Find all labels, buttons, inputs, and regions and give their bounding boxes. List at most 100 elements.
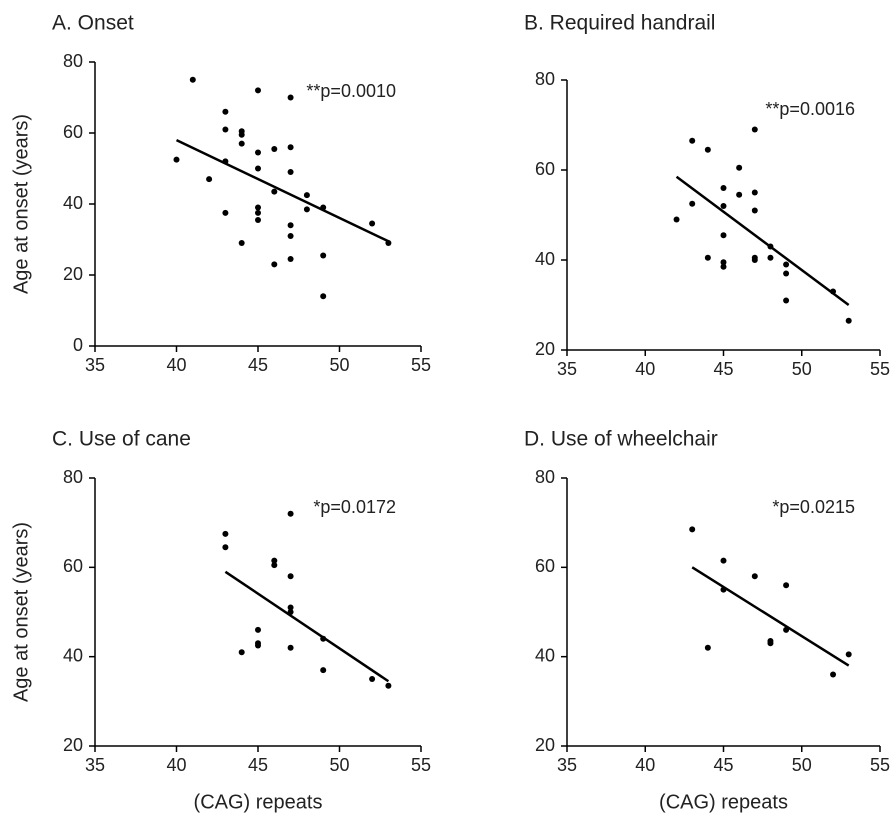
point xyxy=(369,676,376,682)
fit-line xyxy=(691,566,850,667)
x-tick-label: 35 xyxy=(557,755,577,775)
point xyxy=(287,222,294,229)
point xyxy=(845,651,852,658)
point xyxy=(287,510,294,517)
x-tick-label: 45 xyxy=(248,355,268,375)
x-tick-label: 35 xyxy=(85,355,105,375)
y-tick-label: 60 xyxy=(535,556,555,576)
point xyxy=(751,207,758,214)
point xyxy=(255,216,261,223)
point xyxy=(287,256,294,263)
point xyxy=(255,87,261,94)
x-tick-label: 50 xyxy=(329,755,349,775)
x-axis-label: (CAG) repeats xyxy=(659,791,788,813)
point xyxy=(369,220,376,227)
y-tick-label: 60 xyxy=(63,122,83,142)
point xyxy=(189,76,196,83)
point xyxy=(287,573,294,580)
point xyxy=(751,257,758,263)
y-tick-label: 80 xyxy=(63,51,83,71)
point xyxy=(287,94,294,101)
point xyxy=(255,204,261,211)
point xyxy=(783,270,790,277)
x-tick-label: 40 xyxy=(166,355,186,375)
x-tick-label: 50 xyxy=(792,359,812,379)
point xyxy=(385,240,392,247)
x-tick-label: 35 xyxy=(557,359,577,379)
point xyxy=(783,297,790,304)
x-tick-label: 35 xyxy=(85,755,105,775)
point xyxy=(704,146,711,153)
point xyxy=(704,644,711,651)
point xyxy=(206,176,213,183)
point xyxy=(783,261,790,268)
point xyxy=(720,259,727,266)
x-tick-label: 55 xyxy=(411,355,431,375)
point xyxy=(320,667,327,674)
point xyxy=(287,644,294,651)
y-tick-label: 20 xyxy=(63,735,83,755)
y-tick-label: 40 xyxy=(63,193,83,213)
point xyxy=(255,165,261,172)
x-tick-label: 50 xyxy=(329,355,349,375)
point xyxy=(320,635,327,642)
point xyxy=(238,649,245,656)
point xyxy=(673,216,680,223)
point xyxy=(271,562,278,569)
point xyxy=(255,149,261,156)
point xyxy=(271,188,278,195)
p-value: **p=0.0010 xyxy=(306,81,396,101)
point xyxy=(238,140,245,147)
y-tick-label: 80 xyxy=(535,467,555,487)
y-axis-label: Age at onset (years) xyxy=(10,522,32,702)
y-axis-label: Age at onset (years) xyxy=(10,114,32,294)
x-tick-label: 45 xyxy=(713,755,733,775)
point xyxy=(287,604,294,611)
panel-title: A. Onset xyxy=(52,12,134,35)
point xyxy=(222,126,229,133)
x-tick-label: 45 xyxy=(248,755,268,775)
y-tick-label: 60 xyxy=(63,556,83,576)
p-value: *p=0.0215 xyxy=(772,497,855,517)
point xyxy=(271,261,278,268)
point xyxy=(783,582,790,589)
x-tick-label: 45 xyxy=(713,359,733,379)
point xyxy=(689,526,696,533)
point xyxy=(704,254,711,261)
point xyxy=(320,252,327,259)
point xyxy=(238,131,245,138)
point xyxy=(287,144,294,151)
point xyxy=(255,642,261,649)
point xyxy=(736,191,743,198)
point xyxy=(271,557,278,564)
p-value: *p=0.0172 xyxy=(313,497,396,517)
point xyxy=(222,158,229,165)
point xyxy=(271,145,278,152)
point xyxy=(222,108,229,115)
fit-line xyxy=(675,175,850,307)
point xyxy=(222,530,229,537)
y-tick-label: 60 xyxy=(535,159,555,179)
y-tick-label: 80 xyxy=(535,69,555,89)
point xyxy=(303,192,310,199)
point xyxy=(751,573,758,580)
y-tick-label: 20 xyxy=(535,339,555,359)
y-tick-label: 0 xyxy=(73,335,83,355)
point xyxy=(845,317,852,324)
p-value: **p=0.0016 xyxy=(765,99,855,119)
point xyxy=(173,156,180,163)
x-tick-label: 50 xyxy=(792,755,812,775)
point xyxy=(303,206,310,213)
point xyxy=(287,232,294,239)
point xyxy=(689,137,696,144)
x-tick-label: 40 xyxy=(635,359,655,379)
x-tick-label: 55 xyxy=(870,755,890,775)
point xyxy=(320,204,327,211)
x-tick-label: 40 xyxy=(166,755,186,775)
point xyxy=(720,586,727,593)
panel-title: C. Use of cane xyxy=(52,428,191,451)
point xyxy=(736,164,743,171)
y-tick-label: 80 xyxy=(63,467,83,487)
point xyxy=(767,254,774,261)
